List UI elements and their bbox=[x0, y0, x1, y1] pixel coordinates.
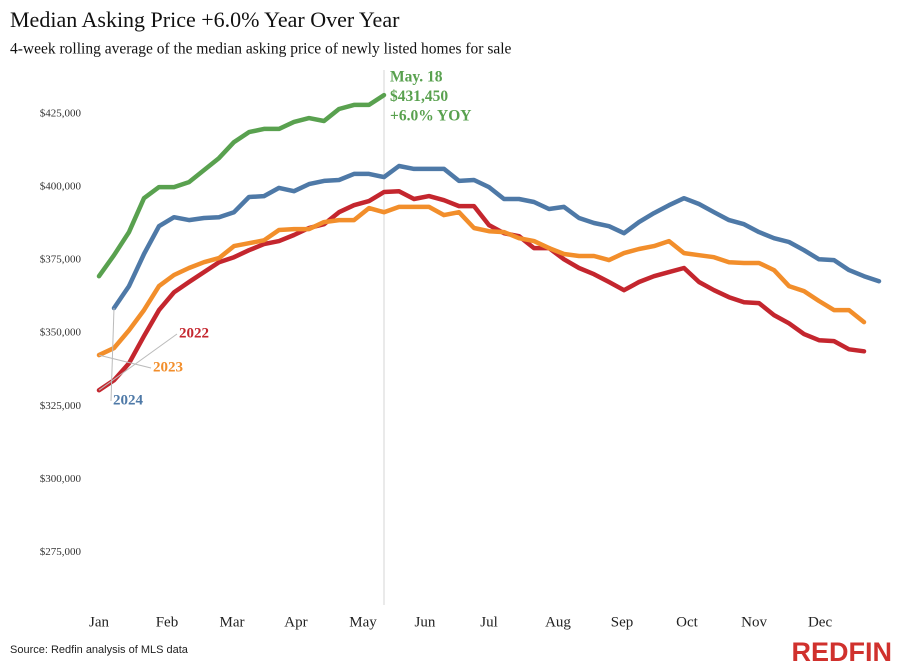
x-tick-label: Mar bbox=[220, 614, 245, 630]
y-tick-label: $375,000 bbox=[40, 254, 82, 266]
annotation: May. 18 bbox=[390, 69, 443, 86]
series-label: 2023 bbox=[153, 359, 183, 375]
leader-line bbox=[110, 308, 115, 402]
x-tick-label: Jan bbox=[89, 614, 109, 630]
y-tick-label: $425,000 bbox=[40, 108, 82, 120]
brand-logo: REDFIN bbox=[792, 637, 893, 667]
chart-subtitle: 4-week rolling average of the median ask… bbox=[10, 41, 512, 58]
x-tick-label: Dec bbox=[808, 614, 832, 630]
x-tick-label: May bbox=[349, 614, 377, 630]
x-tick-label: Apr bbox=[284, 614, 307, 630]
x-tick-label: Sep bbox=[611, 614, 634, 630]
annotation: $431,450 bbox=[390, 88, 448, 105]
series-line bbox=[96, 204, 867, 358]
y-tick-label: $300,000 bbox=[40, 473, 82, 485]
y-tick-label: $350,000 bbox=[40, 327, 82, 339]
x-tick-label: Jul bbox=[480, 614, 498, 630]
leader-line bbox=[98, 354, 152, 369]
x-tick-label: Feb bbox=[156, 614, 179, 630]
series-line bbox=[96, 188, 867, 393]
chart-title: Median Asking Price +6.0% Year Over Year bbox=[10, 7, 400, 32]
series-line bbox=[111, 163, 882, 311]
series-line bbox=[96, 92, 387, 279]
x-tick-label: Nov bbox=[741, 614, 767, 630]
x-tick-label: Oct bbox=[676, 614, 698, 630]
y-tick-label: $325,000 bbox=[40, 400, 82, 412]
x-tick-label: Aug bbox=[545, 614, 571, 630]
series-label: 2024 bbox=[113, 392, 144, 408]
y-tick-label: $400,000 bbox=[40, 181, 82, 193]
series-label: 2022 bbox=[179, 325, 209, 341]
annotation: +6.0% YOY bbox=[390, 108, 471, 125]
x-tick-label: Jun bbox=[415, 614, 436, 630]
source-note: Source: Redfin analysis of MLS data bbox=[10, 644, 189, 656]
y-tick-label: $275,000 bbox=[40, 546, 82, 558]
